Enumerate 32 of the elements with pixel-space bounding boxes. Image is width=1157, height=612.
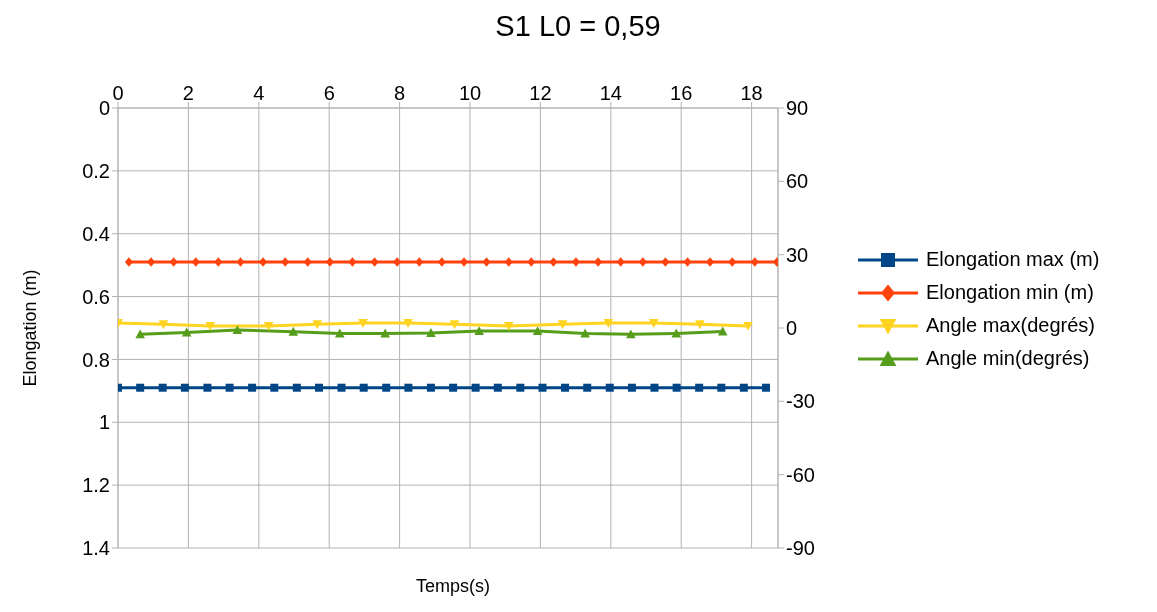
y2-tick-label: 0 [786,317,798,340]
y2-tick-label: 90 [786,97,809,120]
legend-label: Elongation max (m) [926,248,1100,271]
legend-label: Angle max(degrés) [926,314,1095,337]
y-tick-label: 0.4 [82,222,110,245]
y-tick-label: 0.8 [82,348,110,371]
x-tick-label: 16 [670,82,693,104]
y2-tick-label: -30 [786,390,815,413]
y-tick-label: 0 [98,97,110,120]
x-tick-label: 2 [182,82,194,104]
y-tick-label: 1.2 [82,474,110,497]
y-axis-title: Elongation (m) [19,269,41,387]
y-tick-label: 0.2 [82,159,110,182]
x-tick-label: 12 [529,82,552,104]
y2-tick-label: 30 [786,243,809,266]
y2-tick-label: -60 [786,463,815,486]
x-axis-title: Temps(s) [415,575,491,597]
y-tick-label: 1 [98,411,110,434]
x-tick-label: 4 [253,82,265,104]
chart-title: S1 L0 = 0,59 [494,10,662,43]
x-tick-label: 6 [323,82,335,104]
y2-tick-label: 60 [786,170,809,193]
legend-label: Angle min(degrés) [926,347,1090,370]
y-tick-label: 1.4 [82,537,110,560]
x-tick-label: 18 [740,82,763,104]
x-tick-label: 0 [112,82,124,104]
legend-label: Elongation min (m) [926,281,1094,304]
y2-tick-label: -90 [786,537,815,560]
y-tick-label: 0.6 [82,285,110,308]
x-tick-label: 8 [394,82,406,104]
x-tick-label: 14 [599,82,622,104]
x-tick-label: 10 [458,82,482,104]
